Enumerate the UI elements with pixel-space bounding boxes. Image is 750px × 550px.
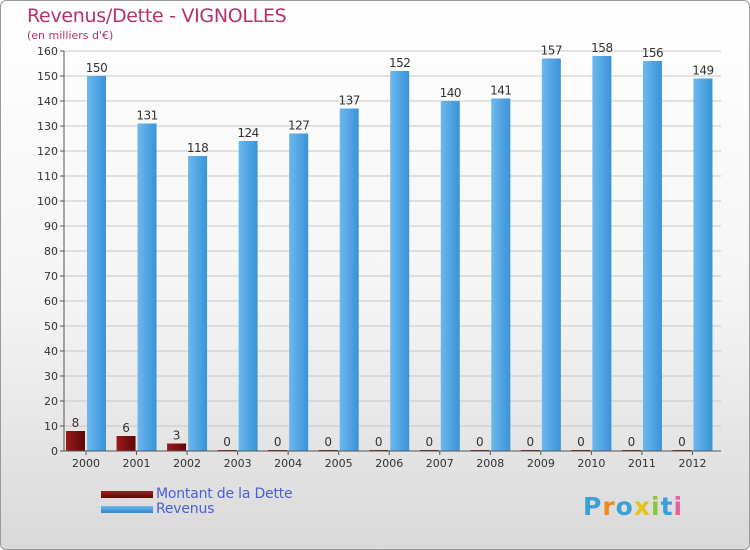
bar-revenue-2011	[642, 61, 662, 451]
data-label-debt-2005: 0	[324, 435, 332, 449]
data-label-debt-2002: 3	[173, 429, 181, 443]
data-label-debt-2006: 0	[375, 435, 383, 449]
bar-revenue-2005	[339, 108, 359, 451]
bar-debt-2002	[167, 443, 187, 451]
y-tick-label: 140	[37, 95, 58, 108]
y-tick-label: 30	[44, 370, 58, 383]
data-label-revenue-2007: 140	[440, 86, 461, 100]
y-tick-label: 120	[37, 145, 58, 158]
y-tick-label: 130	[37, 120, 58, 133]
x-tick-label: 2001	[123, 457, 151, 470]
bar-revenue-2004	[289, 133, 309, 451]
data-label-debt-2012: 0	[678, 435, 686, 449]
data-label-debt-2007: 0	[425, 435, 433, 449]
data-label-revenue-2009: 157	[541, 44, 562, 58]
bar-revenue-2012	[693, 78, 713, 451]
bar-debt-2000	[66, 431, 85, 451]
data-label-revenue-2011: 156	[642, 46, 663, 60]
x-tick-label: 2012	[678, 457, 706, 470]
x-tick-label: 2003	[224, 457, 252, 470]
data-label-debt-2010: 0	[577, 435, 585, 449]
legend-label-debt: Montant de la Dette	[156, 486, 293, 502]
y-tick-label: 60	[44, 295, 58, 308]
y-tick-label: 10	[44, 420, 58, 433]
svg-text:Proxiti: Proxiti	[583, 492, 683, 521]
bar-debt-2001	[116, 436, 136, 451]
x-tick-label: 2005	[325, 457, 353, 470]
bar-revenue-2008	[491, 98, 511, 451]
y-tick-label: 70	[44, 270, 58, 283]
x-tick-label: 2006	[375, 457, 403, 470]
bar-revenue-2002	[188, 156, 208, 451]
bar-revenue-2007	[440, 101, 460, 451]
data-label-revenue-2005: 137	[338, 94, 359, 108]
chart-title: Revenus/Dette - VIGNOLLES	[27, 5, 287, 27]
data-label-revenue-2000: 150	[86, 61, 107, 75]
data-label-debt-2008: 0	[476, 435, 484, 449]
data-label-revenue-2008: 141	[490, 84, 511, 98]
y-tick-label: 0	[51, 445, 58, 458]
data-label-debt-2001: 6	[122, 421, 130, 435]
x-tick-label: 2000	[72, 457, 100, 470]
bar-revenue-2003	[238, 141, 258, 451]
data-label-debt-2011: 0	[628, 435, 636, 449]
bar-revenue-2006	[390, 71, 410, 451]
data-label-debt-2000: 8	[72, 416, 80, 430]
y-tick-label: 80	[44, 245, 58, 258]
y-tick-label: 20	[44, 395, 58, 408]
x-tick-label: 2009	[527, 457, 555, 470]
x-tick-label: 2007	[426, 457, 454, 470]
data-label-debt-2009: 0	[527, 435, 535, 449]
y-tick-label: 150	[37, 70, 58, 83]
data-label-revenue-2004: 127	[288, 119, 309, 133]
y-tick-label: 90	[44, 220, 58, 233]
data-label-debt-2003: 0	[223, 435, 231, 449]
bar-revenue-2000	[87, 76, 106, 451]
data-label-revenue-2006: 152	[389, 56, 410, 70]
y-tick-label: 160	[37, 45, 58, 58]
y-tick-label: 100	[37, 195, 58, 208]
x-tick-label: 2002	[173, 457, 201, 470]
data-label-revenue-2001: 131	[136, 109, 157, 123]
chart-subtitle: (en milliers d'€)	[27, 29, 114, 42]
proxiti-logo: Proxiti	[583, 492, 683, 521]
bar-revenue-2010	[592, 56, 612, 451]
x-tick-label: 2004	[274, 457, 302, 470]
x-tick-label: 2008	[476, 457, 504, 470]
y-tick-label: 40	[44, 345, 58, 358]
data-label-revenue-2010: 158	[591, 41, 612, 55]
x-tick-label: 2011	[628, 457, 656, 470]
legend-label-revenue: Revenus	[156, 501, 215, 517]
data-label-revenue-2002: 118	[187, 141, 208, 155]
x-tick-label: 2010	[577, 457, 605, 470]
y-tick-label: 50	[44, 320, 58, 333]
bar-revenue-2001	[137, 123, 157, 451]
bar-revenue-2009	[541, 58, 561, 451]
data-label-revenue-2012: 149	[692, 64, 713, 78]
y-tick-label: 110	[37, 170, 58, 183]
data-label-revenue-2003: 124	[237, 126, 258, 140]
legend-swatch-revenue	[101, 506, 153, 513]
data-label-debt-2004: 0	[274, 435, 282, 449]
legend-swatch-debt	[101, 491, 153, 498]
